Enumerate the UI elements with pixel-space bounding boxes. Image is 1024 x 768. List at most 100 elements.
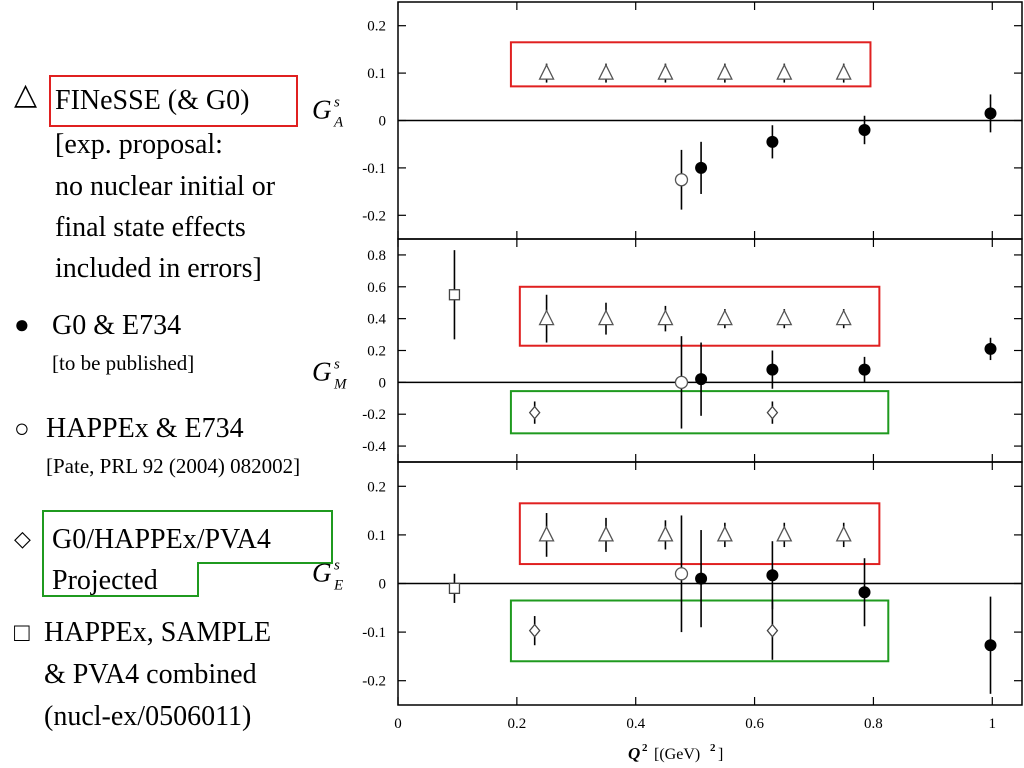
data-point-diamond: [766, 405, 779, 420]
happex-label: HAPPEx & E734: [46, 413, 244, 444]
x-tick-label: 1: [989, 716, 997, 732]
y-tick-label: 0: [379, 577, 387, 593]
data-point-square: [448, 582, 461, 595]
data-point-triangle: [776, 309, 793, 326]
combined-label-line-3: (nucl-ex/0506011): [44, 701, 252, 732]
finesse-label: FINeSSE (& G0): [55, 85, 250, 116]
data-point-diamond: [528, 623, 541, 638]
data-point-filled-circle: [858, 363, 871, 376]
y-axis-label-sup: s: [334, 558, 340, 574]
x-tick-label: 0.2: [507, 716, 526, 732]
y-tick-label: -0.1: [362, 625, 386, 641]
y-tick-label: 0.2: [367, 344, 386, 360]
data-point-triangle: [657, 63, 674, 80]
y-axis-label-sup: s: [334, 356, 340, 372]
x-axis-label-close: ]: [718, 746, 723, 763]
x-axis-label-unit: [(GeV): [654, 746, 700, 763]
data-point-diamond: [528, 405, 541, 420]
projected-label-line-1: G0/HAPPEx/PVA4: [52, 524, 271, 555]
y-axis-label-sub: M: [333, 376, 348, 392]
data-point-triangle: [657, 309, 674, 326]
finesse-note-3: final state effects: [55, 212, 246, 243]
data-point-filled-circle: [766, 135, 779, 148]
y-tick-label: -0.4: [362, 439, 386, 455]
projected-label-box: [42, 510, 333, 597]
legend: △ FINeSSE (& G0) [exp. proposal: no nucl…: [0, 0, 360, 768]
data-point-triangle: [597, 525, 615, 542]
y-axis-label: G: [312, 356, 332, 386]
data-point-triangle: [835, 63, 852, 80]
triangle-icon: △: [14, 78, 38, 111]
y-tick-label: 0.8: [367, 248, 386, 264]
filled-circle-icon: ●: [14, 310, 30, 339]
y-axis-label-sub: A: [333, 115, 344, 131]
x-axis-label-sup: 2: [642, 742, 648, 754]
finesse-note-4: included in errors]: [55, 253, 262, 284]
data-point-triangle: [835, 309, 852, 326]
data-point-filled-circle: [984, 107, 997, 120]
data-point-triangle: [538, 63, 555, 80]
g0-e734-note: [to be published]: [52, 351, 195, 375]
y-axis-label-sup: s: [334, 95, 340, 111]
data-point-filled-circle: [766, 569, 779, 582]
data-point-triangle: [776, 63, 793, 80]
data-point-filled-circle: [984, 342, 997, 355]
y-tick-label: 0.1: [367, 528, 386, 544]
red-highlight-box: [518, 285, 881, 347]
data-point-filled-circle: [858, 123, 871, 136]
y-axis-label: G: [312, 95, 332, 125]
x-axis-label-unit-sup: 2: [710, 742, 716, 754]
open-circle-icon: ○: [14, 414, 30, 443]
data-point-filled-circle: [858, 586, 871, 599]
green-highlight-box: [509, 599, 890, 663]
y-tick-label: 0.6: [367, 280, 386, 296]
red-highlight-box: [509, 41, 872, 88]
data-point-triangle: [538, 525, 555, 542]
y-tick-label: 0.4: [367, 312, 386, 328]
y-tick-label: -0.2: [362, 407, 386, 423]
combined-label-line-1: HAPPEx, SAMPLE: [44, 617, 272, 648]
y-axis-label-sub: E: [333, 578, 343, 594]
y-tick-label: 0.2: [367, 479, 386, 495]
data-point-triangle: [597, 63, 615, 80]
data-point-triangle: [657, 525, 674, 542]
data-point-filled-circle: [766, 363, 779, 376]
x-tick-label: 0.4: [626, 716, 645, 732]
data-point-triangle: [776, 525, 793, 542]
x-tick-label: 0: [394, 716, 402, 732]
data-point-filled-circle: [984, 639, 997, 652]
y-tick-label: 0.1: [367, 66, 386, 82]
data-point-triangle: [716, 63, 733, 80]
data-point-open-circle: [674, 173, 689, 187]
data-point-square: [448, 289, 461, 301]
panel-frame: [397, 238, 1023, 463]
data-point-open-circle: [674, 567, 689, 581]
x-tick-label: 0.6: [745, 716, 764, 732]
y-tick-label: -0.2: [362, 674, 386, 690]
y-tick-label: -0.2: [362, 208, 386, 224]
finesse-note-1: [exp. proposal:: [55, 129, 223, 160]
y-tick-label: 0: [379, 375, 387, 391]
g0-e734-label: G0 & E734: [52, 310, 182, 341]
y-tick-label: -0.1: [362, 161, 386, 177]
combined-label-line-2: & PVA4 combined: [44, 659, 257, 690]
diamond-icon: ◇: [14, 526, 31, 551]
green-highlight-box: [509, 390, 890, 435]
data-point-filled-circle: [695, 161, 708, 174]
data-point-triangle: [716, 309, 733, 326]
data-point-triangle: [597, 309, 615, 326]
projected-label-line-2: Projected: [52, 565, 158, 596]
x-axis-label: Q: [628, 744, 640, 763]
data-point-triangle: [835, 525, 852, 542]
data-point-triangle: [716, 525, 733, 542]
data-point-triangle: [538, 309, 555, 326]
square-icon: □: [14, 618, 30, 647]
data-point-filled-circle: [695, 373, 708, 386]
happex-note: [Pate, PRL 92 (2004) 082002]: [46, 454, 301, 478]
data-point-diamond: [766, 623, 779, 638]
x-tick-label: 0.8: [864, 716, 883, 732]
data-point-filled-circle: [695, 572, 708, 585]
y-tick-label: 0: [379, 114, 387, 130]
finesse-label-box: [49, 75, 298, 127]
